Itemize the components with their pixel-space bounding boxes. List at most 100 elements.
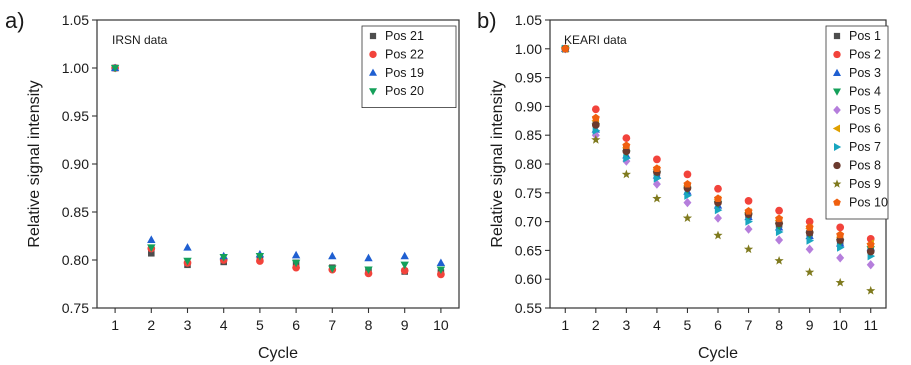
data-point bbox=[805, 267, 815, 277]
y-tick-label: 0.80 bbox=[62, 252, 89, 268]
y-tick-label: 0.85 bbox=[62, 204, 89, 220]
data-point bbox=[714, 194, 722, 202]
y-tick-label: 0.75 bbox=[515, 185, 542, 201]
data-point bbox=[291, 259, 301, 268]
data-point bbox=[219, 253, 228, 262]
chart-panel-b: b) 1 2 3 4 5 6 7 8 9 10 11 0.55 0.60 0.65 0.70 0.75 0.80 0… bbox=[477, 8, 889, 362]
data-point bbox=[292, 263, 300, 272]
legend-label: Pos 8 bbox=[849, 159, 881, 173]
data-point bbox=[364, 253, 373, 262]
data-point bbox=[805, 244, 814, 254]
data-point bbox=[328, 251, 337, 260]
x-tick-label: 11 bbox=[863, 317, 878, 333]
data-point bbox=[591, 134, 601, 144]
data-point bbox=[652, 193, 662, 203]
legend-label: Pos 19 bbox=[385, 66, 424, 80]
data-point bbox=[837, 243, 845, 252]
data-point bbox=[291, 250, 301, 259]
data-point bbox=[836, 230, 845, 239]
x-tick-label: 6 bbox=[292, 317, 300, 333]
data-point bbox=[591, 105, 600, 114]
legend-label: Pos 10 bbox=[849, 196, 888, 210]
data-point bbox=[774, 255, 784, 265]
x-tick-label: 9 bbox=[401, 317, 409, 333]
data-point bbox=[743, 244, 754, 254]
data-point bbox=[744, 207, 753, 215]
data-point bbox=[183, 243, 192, 251]
data-point bbox=[148, 250, 155, 257]
legend: Pos 21 Pos 22 Pos 19 Pos 20 bbox=[361, 25, 457, 108]
data-point bbox=[866, 240, 875, 249]
data-point bbox=[561, 44, 570, 53]
data-point bbox=[866, 260, 875, 270]
legend-label: Pos 3 bbox=[849, 66, 881, 80]
data-point bbox=[836, 223, 845, 232]
y-tick-label: 0.95 bbox=[62, 108, 89, 124]
panel-label: a) bbox=[5, 8, 25, 33]
data-point bbox=[400, 266, 409, 275]
data-point bbox=[364, 266, 373, 275]
legend-marker bbox=[833, 50, 841, 59]
legend-box bbox=[825, 25, 889, 220]
data-point bbox=[147, 244, 156, 252]
data-point bbox=[683, 197, 692, 208]
legend-label: Pos 7 bbox=[849, 140, 881, 154]
legend-box bbox=[361, 25, 457, 108]
data-point bbox=[775, 227, 784, 237]
legend-marker bbox=[369, 68, 377, 76]
data-source-annotation: KEARI data bbox=[564, 33, 627, 47]
data-point bbox=[622, 134, 631, 142]
data-point bbox=[622, 147, 631, 156]
data-point bbox=[183, 257, 192, 266]
data-source-annotation: IRSN data bbox=[112, 33, 168, 47]
data-point bbox=[714, 205, 723, 215]
y-tick-label: 0.70 bbox=[515, 214, 542, 230]
data-point bbox=[437, 270, 445, 279]
legend-label: Pos 22 bbox=[385, 47, 424, 61]
data-point bbox=[592, 126, 601, 135]
x-tick-label: 3 bbox=[184, 317, 192, 333]
x-tick-label: 2 bbox=[147, 317, 155, 333]
x-tick-label: 2 bbox=[592, 317, 600, 333]
data-point bbox=[744, 224, 753, 234]
data-point bbox=[653, 155, 661, 164]
data-point bbox=[805, 217, 814, 226]
data-point bbox=[328, 265, 337, 274]
data-point bbox=[806, 236, 815, 245]
data-point bbox=[745, 217, 753, 226]
data-point bbox=[836, 253, 845, 263]
y-axis-title: Relative signal intensity bbox=[489, 80, 506, 247]
data-point bbox=[400, 251, 409, 260]
x-tick-label: 8 bbox=[365, 317, 373, 333]
data-point bbox=[591, 120, 600, 129]
data-point bbox=[835, 277, 845, 287]
y-tick-label: 1.05 bbox=[62, 12, 89, 28]
x-tick-label: 7 bbox=[328, 317, 336, 333]
y-tick-label: 0.90 bbox=[62, 156, 89, 172]
legend-label: Pos 2 bbox=[849, 48, 881, 62]
x-tick-label: 1 bbox=[561, 317, 569, 333]
series-pos-10 bbox=[561, 44, 875, 249]
legend-marker bbox=[834, 143, 842, 151]
y-tick-label: 0.95 bbox=[515, 70, 542, 86]
legend-label: Pos 1 bbox=[849, 29, 881, 43]
series-pos-19 bbox=[110, 63, 446, 267]
x-tick-label: 10 bbox=[832, 317, 848, 333]
data-point bbox=[866, 285, 876, 295]
legend-marker bbox=[833, 32, 841, 40]
data-point bbox=[684, 191, 692, 200]
data-point bbox=[775, 206, 783, 215]
data-point bbox=[652, 164, 661, 173]
x-axis-title: Cycle bbox=[698, 345, 738, 362]
legend: Pos 1 Pos 2 Pos 3 Pos 4 Pos 5 Pos 6 Pos 7 Pos 8… bbox=[825, 25, 889, 220]
data-point bbox=[147, 235, 156, 243]
x-tick-label: 3 bbox=[622, 317, 630, 333]
y-tick-label: 0.55 bbox=[515, 300, 542, 316]
legend-label: Pos 6 bbox=[849, 122, 881, 136]
legend-marker bbox=[833, 105, 841, 115]
data-point bbox=[683, 179, 692, 188]
data-point bbox=[436, 258, 446, 267]
x-tick-label: 5 bbox=[684, 317, 692, 333]
y-axis-title: Relative signal intensity bbox=[26, 80, 43, 247]
